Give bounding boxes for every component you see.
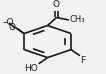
Text: CH₃: CH₃: [69, 15, 85, 24]
Text: –O: –O: [3, 18, 14, 27]
Text: F: F: [80, 56, 86, 65]
Text: HO: HO: [24, 64, 38, 73]
Text: O: O: [9, 23, 16, 32]
Text: O: O: [53, 0, 60, 9]
